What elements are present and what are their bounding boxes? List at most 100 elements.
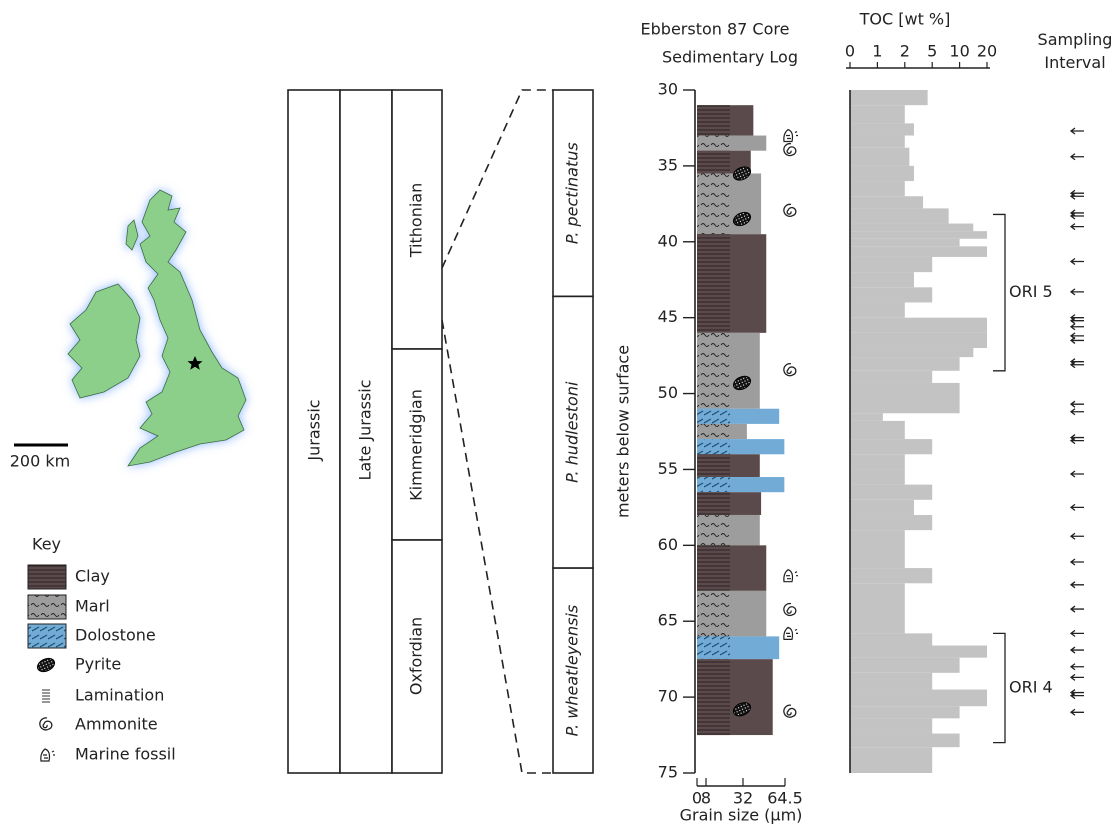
sampling-arrow bbox=[1071, 647, 1084, 653]
sampling-arrow bbox=[1071, 504, 1084, 510]
y-tick-label: 30 bbox=[658, 80, 678, 99]
toc-bar bbox=[850, 136, 905, 148]
y-tick-label: 40 bbox=[658, 231, 678, 250]
sampling-arrow bbox=[1071, 533, 1084, 539]
toc-bar bbox=[850, 90, 928, 105]
toc-bar bbox=[850, 646, 987, 658]
toc-bar bbox=[850, 706, 960, 718]
ammonite bbox=[784, 705, 796, 717]
toc-bar bbox=[850, 196, 923, 208]
toc-bar bbox=[850, 357, 960, 371]
series-label: Late Jurassic bbox=[356, 379, 375, 480]
toc-tick-label: 1 bbox=[872, 42, 882, 61]
y-tick-label: 45 bbox=[658, 307, 678, 326]
key-icon bbox=[41, 749, 55, 761]
toc-bar bbox=[850, 734, 960, 748]
toc-bar bbox=[850, 690, 987, 707]
sampling-arrow bbox=[1071, 438, 1084, 444]
sampling-arrow bbox=[1071, 401, 1084, 407]
key-swatch bbox=[28, 624, 66, 648]
key-label: Lamination bbox=[75, 686, 164, 705]
sampling-arrow bbox=[1071, 337, 1084, 343]
bed-pattern bbox=[697, 136, 730, 151]
toc-bar bbox=[850, 287, 932, 302]
sampling-arrow bbox=[1071, 289, 1084, 295]
bed-pattern bbox=[697, 439, 730, 454]
toc-bar bbox=[850, 123, 914, 135]
sampling-arrow bbox=[1071, 409, 1084, 415]
bed-pattern bbox=[697, 492, 730, 515]
marine-fossil bbox=[784, 570, 798, 582]
toc-bar bbox=[850, 383, 960, 413]
bed-pattern bbox=[697, 659, 730, 735]
sampling-arrow bbox=[1071, 674, 1084, 680]
key-swatch bbox=[28, 595, 66, 619]
toc-bar bbox=[850, 181, 905, 196]
sampling-arrow bbox=[1071, 709, 1084, 715]
bed-pattern bbox=[697, 591, 730, 637]
zone-label: P. pectinatus bbox=[563, 142, 582, 244]
toc-bar bbox=[850, 318, 987, 333]
key-label: Clay bbox=[75, 567, 110, 586]
toc-bar bbox=[850, 333, 987, 348]
sampling-arrow bbox=[1071, 154, 1084, 160]
sampling-arrow bbox=[1071, 559, 1084, 565]
toc-bar bbox=[850, 454, 905, 469]
y-tick-label: 75 bbox=[658, 763, 678, 782]
bed-pattern bbox=[697, 477, 730, 492]
toc-bar bbox=[850, 673, 932, 690]
chart-subtitle: Sedimentary Log bbox=[662, 48, 798, 67]
toc-bar bbox=[850, 530, 905, 568]
key-title: Key bbox=[32, 535, 61, 554]
sampling-arrow bbox=[1071, 582, 1084, 588]
system-label: Jurassic bbox=[305, 399, 324, 461]
ammonite bbox=[784, 204, 796, 216]
toc-title: TOC [wt %] bbox=[859, 10, 951, 29]
ammonite bbox=[784, 603, 796, 615]
marine-fossil bbox=[784, 627, 798, 639]
toc-bar bbox=[850, 166, 914, 181]
figure: 200 km Key ClayMarlDolostonePyriteLamina… bbox=[0, 0, 1118, 827]
ireland bbox=[68, 284, 140, 398]
ammonite bbox=[784, 364, 796, 376]
key-icon bbox=[35, 656, 56, 674]
toc-bar bbox=[850, 421, 905, 439]
sampling-arrow bbox=[1071, 630, 1084, 636]
toc-bar bbox=[850, 224, 973, 232]
toc-bar bbox=[850, 718, 932, 733]
toc-bar bbox=[850, 105, 905, 123]
toc-tick-label: 20 bbox=[977, 42, 997, 61]
toc-bar bbox=[850, 217, 949, 223]
stage-label: Kimmeridgian bbox=[407, 389, 426, 501]
toc-bar bbox=[850, 348, 973, 357]
y-tick-label: 60 bbox=[658, 535, 678, 554]
bed-pattern bbox=[697, 636, 730, 659]
y-tick-label: 55 bbox=[658, 459, 678, 478]
x-axis-label: Grain size (µm) bbox=[680, 806, 803, 825]
toc-bar bbox=[850, 246, 987, 257]
sampling-arrow bbox=[1071, 224, 1084, 230]
zone-label: P. hudlestoni bbox=[563, 381, 582, 483]
key-label: Dolostone bbox=[75, 626, 156, 645]
sampling-arrow bbox=[1071, 193, 1084, 199]
interval-label: ORI 4 bbox=[1009, 678, 1053, 697]
interval-bracket bbox=[993, 633, 1005, 742]
toc-bar bbox=[850, 583, 905, 633]
key-label: Marl bbox=[75, 597, 110, 616]
key-label: Marine fossil bbox=[75, 745, 176, 764]
sampling-arrow bbox=[1071, 213, 1084, 219]
y-axis-label: meters below surface bbox=[614, 345, 633, 518]
y-tick-label: 35 bbox=[658, 155, 678, 174]
hebrides bbox=[126, 220, 138, 250]
sampling-arrow bbox=[1071, 318, 1084, 324]
sampling-arrow bbox=[1071, 333, 1084, 339]
stratigraphy: Jurassic Late Jurassic Tithonian Kimmeri… bbox=[288, 90, 553, 773]
bed-pattern bbox=[697, 105, 730, 135]
sampling-arrow bbox=[1071, 259, 1084, 265]
toc-bar bbox=[850, 439, 932, 454]
sampling-arrow bbox=[1071, 128, 1084, 134]
toc-bar bbox=[850, 413, 883, 421]
interval-bracket bbox=[993, 214, 1005, 370]
chart-title: Ebberston 87 Core bbox=[641, 20, 790, 39]
toc-bar bbox=[850, 371, 932, 383]
